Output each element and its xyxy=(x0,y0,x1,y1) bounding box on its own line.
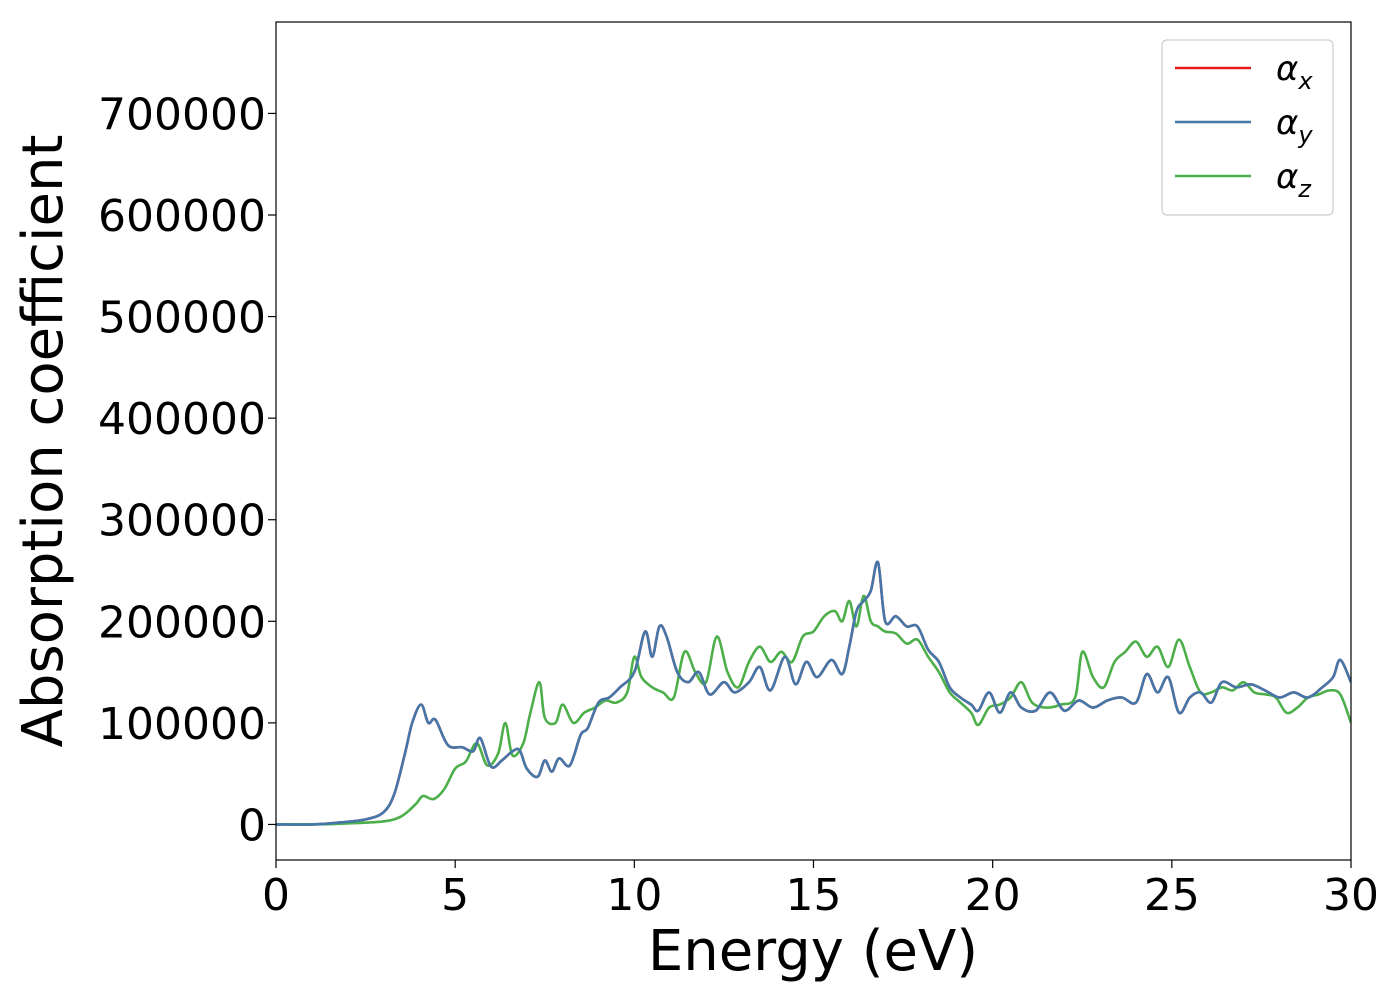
legend-label-alpha-z: αz xyxy=(1276,157,1312,203)
x-axis: 0 5 10 15 20 25 30 xyxy=(262,860,1379,921)
legend-label-subscript: x xyxy=(1297,67,1313,95)
y-tick-label: 400000 xyxy=(98,394,266,445)
x-tick-label: 25 xyxy=(1144,870,1200,921)
legend-label-symbol: α xyxy=(1276,157,1298,197)
x-tick-label: 5 xyxy=(441,870,469,921)
x-tick-label: 15 xyxy=(786,870,842,921)
y-axis: 0 100000 200000 300000 400000 500000 600000 700… xyxy=(98,89,276,851)
y-tick-label: 700000 xyxy=(98,89,266,140)
series-line-alpha-y xyxy=(276,560,1351,826)
legend-label-symbol: α xyxy=(1276,103,1298,143)
y-axis-title: Absorption coefficient xyxy=(11,135,76,748)
y-tick-label: 0 xyxy=(238,800,266,851)
legend-label-subscript: z xyxy=(1297,175,1312,203)
x-axis-title: Energy (eV) xyxy=(648,919,978,984)
y-tick-label: 100000 xyxy=(98,699,266,750)
series-line-alpha-z xyxy=(276,594,1351,826)
legend-label-alpha-x: αx xyxy=(1276,49,1313,95)
y-tick-label: 300000 xyxy=(98,496,266,547)
x-tick-label: 10 xyxy=(606,870,662,921)
x-tick-label: 20 xyxy=(965,870,1021,921)
legend-label-alpha-y: αy xyxy=(1276,103,1313,149)
series-layer xyxy=(276,560,1351,826)
y-tick-label: 200000 xyxy=(98,597,266,648)
y-tick-label: 500000 xyxy=(98,293,266,344)
legend-label-symbol: α xyxy=(1276,49,1298,89)
x-tick-label: 30 xyxy=(1323,870,1379,921)
x-tick-label: 0 xyxy=(262,870,290,921)
y-tick-label: 600000 xyxy=(98,191,266,242)
series-line-alpha-x xyxy=(276,560,1351,826)
legend-box xyxy=(1161,39,1334,216)
legend-label-subscript: y xyxy=(1297,121,1313,149)
